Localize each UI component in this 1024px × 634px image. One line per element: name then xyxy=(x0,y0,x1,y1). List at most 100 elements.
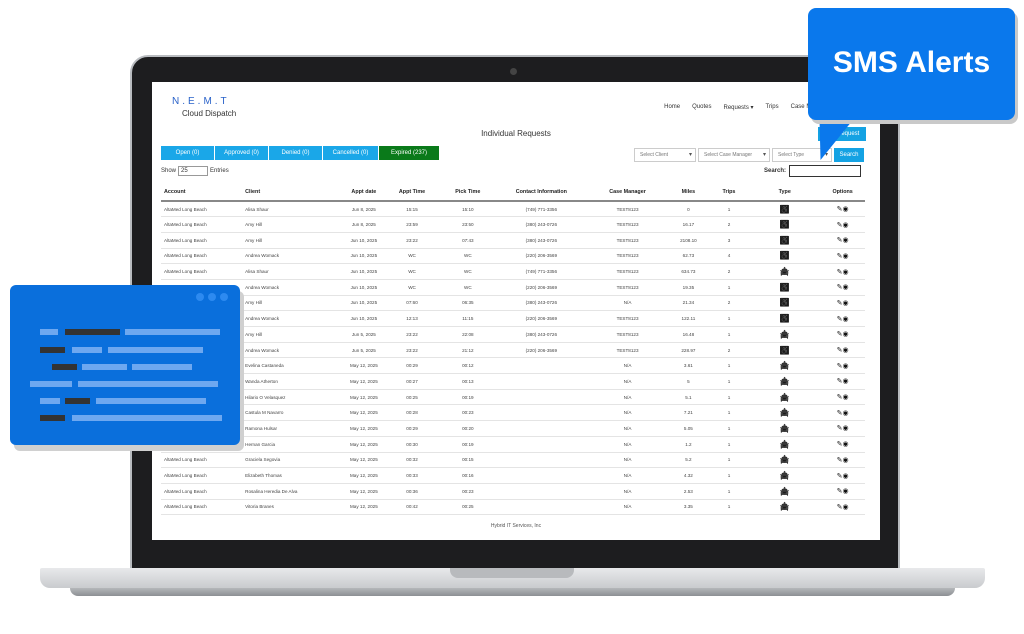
table-cell: AltaMed Long Beach xyxy=(161,452,243,469)
edit-icon[interactable]: ✎ xyxy=(836,456,843,464)
table-cell: 00:42 xyxy=(384,499,440,516)
nav-item[interactable]: Requests ▾ xyxy=(723,105,754,111)
table-cell: N/A xyxy=(586,499,669,516)
table-cell: Amy Hill xyxy=(242,232,344,249)
view-icon[interactable]: ◉ xyxy=(842,315,849,323)
table-row: AltaMed Long Beach Alisa Shaur Jun 10, 202… xyxy=(161,263,865,280)
edit-icon[interactable]: ✎ xyxy=(836,425,843,433)
table-cell: Castula M Navarro xyxy=(242,404,344,422)
view-icon[interactable]: ◉ xyxy=(842,409,849,417)
view-icon[interactable]: ◉ xyxy=(842,456,849,464)
tab[interactable]: Cancelled (0) xyxy=(323,146,379,160)
table-cell: 1 xyxy=(708,389,750,406)
view-icon[interactable]: ◉ xyxy=(842,347,849,355)
view-icon[interactable]: ◉ xyxy=(842,284,849,292)
requests-table: Account Client Appt date Appt Time Pick Time… xyxy=(161,183,865,516)
column-header[interactable]: Contact Information xyxy=(495,183,587,202)
edit-icon[interactable]: ✎ xyxy=(836,315,843,323)
edit-icon[interactable]: ✎ xyxy=(836,347,843,355)
nav-item[interactable]: Quotes xyxy=(692,104,712,110)
view-icon[interactable]: ◉ xyxy=(842,394,849,402)
edit-icon[interactable]: ✎ xyxy=(836,331,843,339)
edit-icon[interactable]: ✎ xyxy=(836,441,843,449)
table-cell: May 12, 2025 xyxy=(343,436,385,453)
view-icon[interactable]: ◉ xyxy=(842,441,849,449)
table-cell: 7.21 xyxy=(668,404,709,422)
tab[interactable]: Denied (0) xyxy=(269,146,323,160)
wheelchair-icon: ♿ xyxy=(749,216,821,233)
table-cell: 00:30 xyxy=(384,436,440,453)
column-header[interactable]: Case Manager xyxy=(586,183,669,202)
select-case-manager[interactable]: Select Case Manager xyxy=(698,148,770,162)
edit-icon[interactable]: ✎ xyxy=(836,378,843,386)
column-header[interactable]: Type xyxy=(749,183,821,202)
edit-icon[interactable]: ✎ xyxy=(836,284,843,292)
edit-icon[interactable]: ✎ xyxy=(836,472,843,480)
column-header[interactable]: Appt Time xyxy=(384,183,440,202)
edit-icon[interactable]: ✎ xyxy=(836,394,843,402)
tab[interactable]: Expired (237) xyxy=(379,146,440,160)
column-header[interactable]: Trips xyxy=(708,183,750,202)
view-icon[interactable]: ◉ xyxy=(842,331,849,339)
view-icon[interactable]: ◉ xyxy=(842,362,849,370)
table-cell: 4 xyxy=(708,248,750,265)
view-icon[interactable]: ◉ xyxy=(842,472,849,480)
edit-icon[interactable]: ✎ xyxy=(836,503,843,511)
table-cell: 06:35 xyxy=(439,295,496,312)
edit-icon[interactable]: ✎ xyxy=(836,237,843,245)
search-input[interactable] xyxy=(789,165,862,177)
view-icon[interactable]: ◉ xyxy=(842,488,849,496)
view-icon[interactable]: ◉ xyxy=(842,206,849,214)
edit-icon[interactable]: ✎ xyxy=(836,409,843,417)
row-options: ✎◉ xyxy=(820,310,865,327)
edit-icon[interactable]: ✎ xyxy=(836,299,843,307)
table-row: AltaMed Long Beach Graciela Segovia May 12… xyxy=(161,452,865,469)
table-cell: 1 xyxy=(708,467,750,484)
row-options: ✎◉ xyxy=(820,263,865,280)
edit-icon[interactable]: ✎ xyxy=(836,221,843,229)
edit-icon[interactable]: ✎ xyxy=(836,268,843,276)
view-icon[interactable]: ◉ xyxy=(842,503,849,511)
entries-select[interactable]: 25 xyxy=(178,166,209,176)
table-cell: 00:25 xyxy=(384,389,440,406)
column-header[interactable]: Pick Time xyxy=(439,183,496,202)
brand-subtitle: Cloud Dispatch xyxy=(182,109,237,118)
view-icon[interactable]: ◉ xyxy=(842,299,849,307)
view-icon[interactable]: ◉ xyxy=(842,378,849,386)
tab[interactable]: Approved (0) xyxy=(215,146,269,160)
edit-icon[interactable]: ✎ xyxy=(836,488,843,496)
view-icon[interactable]: ◉ xyxy=(842,237,849,245)
column-header[interactable]: Account xyxy=(161,183,243,202)
table-cell: Vitoria Branes xyxy=(242,499,344,516)
column-header[interactable]: Client xyxy=(242,183,344,202)
view-icon[interactable]: ◉ xyxy=(842,221,849,229)
column-header[interactable]: Miles xyxy=(668,183,709,202)
nav-item[interactable]: Trips xyxy=(765,104,779,110)
table-cell: AltaMed Long Beach xyxy=(161,499,243,516)
edit-icon[interactable]: ✎ xyxy=(836,206,843,214)
column-header[interactable]: Appt date xyxy=(343,183,385,202)
column-header[interactable]: Options xyxy=(820,183,865,202)
table-cell: Andrea Womack xyxy=(242,248,344,265)
table-cell: Jun 10, 2025 xyxy=(343,232,385,249)
wheelchair-icon: ♿ xyxy=(749,295,821,312)
select-client[interactable]: Select Client xyxy=(634,148,696,162)
view-icon[interactable]: ◉ xyxy=(842,425,849,433)
edit-icon[interactable]: ✎ xyxy=(836,252,843,260)
table-cell: N/A xyxy=(586,295,669,312)
search-label: Search: xyxy=(764,168,787,174)
edit-icon[interactable]: ✎ xyxy=(836,362,843,370)
search-button[interactable]: Search xyxy=(834,148,864,162)
view-icon[interactable]: ◉ xyxy=(842,252,849,260)
laptop-notch xyxy=(450,568,574,578)
brand-logo[interactable]: N.E.M.T xyxy=(172,96,230,107)
view-icon[interactable]: ◉ xyxy=(842,268,849,276)
nav-item[interactable]: Home xyxy=(664,104,681,110)
select-type[interactable]: Select Type xyxy=(772,148,832,162)
add-request-button[interactable]: Add Request xyxy=(818,127,866,141)
tab[interactable]: Open (0) xyxy=(161,146,215,160)
